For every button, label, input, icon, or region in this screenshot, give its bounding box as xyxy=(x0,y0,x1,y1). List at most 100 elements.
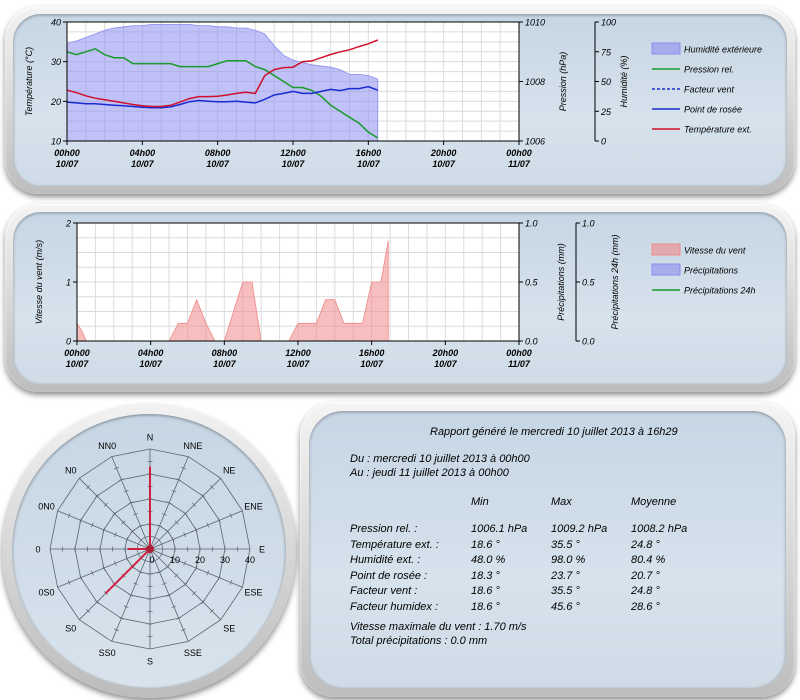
rose-tick xyxy=(161,513,167,516)
x-tick-date-label: 10/07 xyxy=(131,159,155,169)
y-tick-label: 2 xyxy=(65,219,71,229)
rose-tick xyxy=(94,600,99,605)
report-row-min: 18.6 ° xyxy=(471,538,500,551)
report-row-max: 35.5 ° xyxy=(551,538,580,551)
y-tick-label: 10 xyxy=(51,137,61,147)
rose-tick xyxy=(183,582,188,587)
rose-tick xyxy=(133,513,139,516)
report-row-avg: 24.8 ° xyxy=(631,538,660,551)
x-tick-date-label: 10/07 xyxy=(213,359,237,369)
y-tick-label: 0 xyxy=(601,137,606,147)
report-row-max: 1009.2 hPa xyxy=(551,523,608,535)
rose-tick xyxy=(123,605,129,609)
rose-tick xyxy=(86,608,91,613)
rose-tick xyxy=(130,529,135,534)
rose-tick xyxy=(103,502,108,507)
rose-tick xyxy=(137,570,143,574)
rose-tick xyxy=(176,617,182,620)
rose-direction-label: N xyxy=(147,433,154,443)
legend-swatch xyxy=(651,263,681,276)
report-row-max: 35.5 ° xyxy=(551,585,580,597)
rose-direction-label: SE xyxy=(223,624,235,634)
rose-tick xyxy=(181,466,186,470)
rose-tick xyxy=(114,560,117,566)
report-row-min: 48.0 % xyxy=(471,554,506,566)
y-tick-label: 20 xyxy=(50,97,61,107)
rose-tick xyxy=(139,538,144,543)
rose-tick xyxy=(157,524,163,528)
report-row-avg: 24.8 ° xyxy=(631,585,660,597)
y-axis-title: Pression (hPa) xyxy=(558,52,568,112)
x-tick-time-label: 16h00 xyxy=(359,348,385,358)
rose-tick xyxy=(206,522,210,528)
y-tick-label: 100 xyxy=(601,18,616,28)
rose-tick xyxy=(121,520,126,525)
x-tick-date-label: 10/07 xyxy=(206,159,230,169)
rose-tick xyxy=(137,541,140,547)
y-axis-title: Vitesse du vent (m/s) xyxy=(34,240,44,324)
report-row-min: 18.6 ° xyxy=(471,600,500,613)
rose-tick xyxy=(165,529,170,534)
rose-tick xyxy=(123,489,129,493)
rose-radial-label: 40 xyxy=(245,555,255,565)
x-tick-date-label: 10/07 xyxy=(287,359,311,369)
legend-label: Précipitations xyxy=(684,266,739,276)
rose-tick xyxy=(181,628,186,632)
rose-tick xyxy=(209,485,214,490)
x-tick-date-label: 10/07 xyxy=(357,159,381,169)
x-tick-time-label: 00h00 xyxy=(506,148,532,158)
rose-tick xyxy=(176,478,182,481)
rose-direction-label: N0 xyxy=(65,465,77,475)
x-tick-time-label: 16h00 xyxy=(356,148,382,158)
legend-label: Précipitations 24h xyxy=(684,286,756,296)
legend-label: Température ext. xyxy=(684,125,752,135)
rose-direction-label: 0S0 xyxy=(39,587,55,597)
rose-direction-label: SSE xyxy=(184,648,202,658)
rose-tick xyxy=(194,527,198,533)
x-tick-date-label: 10/07 xyxy=(56,159,80,169)
x-tick-time-label: 08h00 xyxy=(212,348,238,358)
rose-tick xyxy=(125,536,129,542)
report-row-avg: 20.7 ° xyxy=(631,569,660,582)
x-tick-date-label: 10/07 xyxy=(139,359,163,369)
rose-tick xyxy=(125,556,129,562)
rose-tick xyxy=(94,493,99,498)
series-line xyxy=(66,85,379,109)
rose-direction-label: NN0 xyxy=(98,441,116,451)
report-inner xyxy=(309,411,786,688)
rose-direction-label: S0 xyxy=(65,624,76,634)
legend-swatch xyxy=(651,42,681,55)
rose-tick xyxy=(166,593,172,597)
rose-tick xyxy=(192,591,197,596)
rose-tick xyxy=(142,536,148,539)
rose-tick xyxy=(171,605,177,609)
rose-radial-label: 20 xyxy=(195,555,205,565)
report-from: Du : mercredi 10 juillet 2013 à 00h00 xyxy=(350,453,530,465)
report-row-label: Point de rosée : xyxy=(350,569,428,582)
rose-tick xyxy=(152,559,158,562)
x-tick-date-label: 10/07 xyxy=(282,159,306,169)
x-tick-date-label: 10/07 xyxy=(360,359,384,369)
x-tick-date-label: 10/07 xyxy=(434,359,458,369)
rose-tick xyxy=(156,538,161,543)
series-line xyxy=(66,47,379,139)
x-tick-time-label: 00h00 xyxy=(64,348,90,358)
rose-tick xyxy=(67,580,71,585)
x-tick-time-label: 12h00 xyxy=(285,348,311,358)
rose-radial-label: 10 xyxy=(170,555,180,565)
report-max-wind: Vitesse maximale du vent : 1.70 m/s xyxy=(350,621,527,633)
rose-tick xyxy=(166,501,172,505)
rose-tick xyxy=(114,628,119,632)
rose-tick xyxy=(114,466,119,470)
rose-tick xyxy=(201,493,206,498)
rose-tick xyxy=(171,489,177,493)
rose-tick xyxy=(206,570,210,576)
rose-tick xyxy=(142,559,148,562)
x-tick-time-label: 20h00 xyxy=(430,148,457,158)
rose-tick xyxy=(79,517,82,523)
y-tick-label: 25 xyxy=(600,107,612,117)
rose-tick xyxy=(183,532,186,538)
